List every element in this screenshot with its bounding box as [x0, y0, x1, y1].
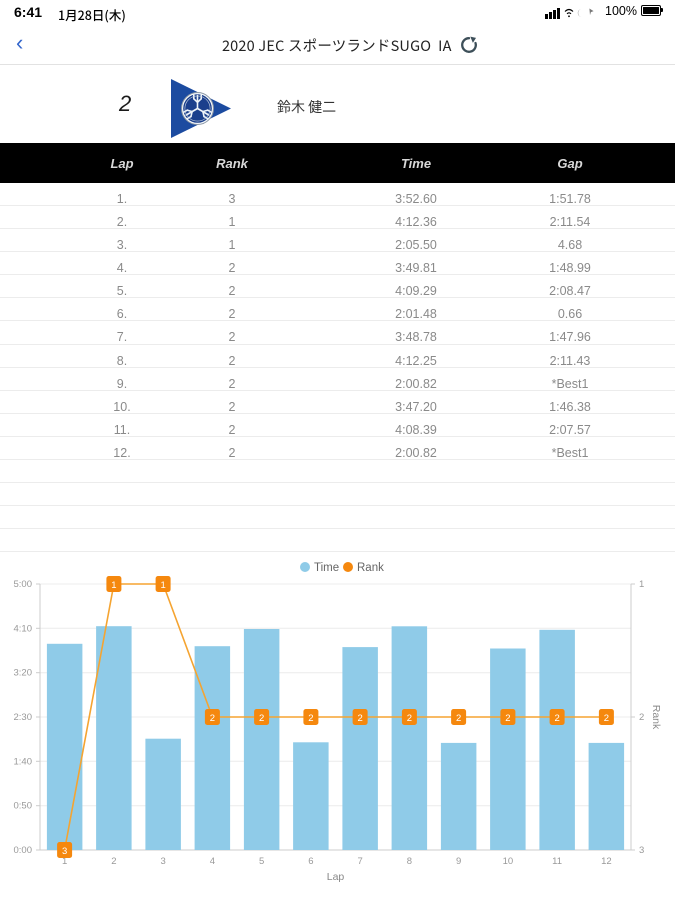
svg-text:2: 2	[259, 713, 264, 724]
svg-text:1: 1	[111, 580, 116, 591]
svg-text:Time: Time	[314, 562, 339, 574]
svg-text:0:00: 0:00	[14, 845, 33, 856]
svg-text:1: 1	[639, 579, 644, 590]
svg-text:2: 2	[111, 856, 116, 867]
svg-text:4:10: 4:10	[14, 623, 33, 634]
svg-text:1: 1	[160, 580, 165, 591]
svg-text:2: 2	[357, 713, 362, 724]
svg-text:5:00: 5:00	[14, 579, 33, 590]
svg-text:2: 2	[639, 712, 644, 723]
svg-text:Rank: Rank	[650, 705, 662, 730]
svg-text:5: 5	[259, 856, 264, 867]
svg-text:6: 6	[308, 856, 313, 867]
svg-text:2: 2	[407, 713, 412, 724]
svg-text:10: 10	[503, 856, 514, 867]
svg-text:Lap: Lap	[327, 871, 345, 883]
svg-text:2: 2	[505, 713, 510, 724]
svg-text:3:20: 3:20	[14, 668, 33, 679]
svg-text:3: 3	[160, 856, 165, 867]
svg-text:3: 3	[639, 845, 644, 856]
svg-text:8: 8	[407, 856, 412, 867]
svg-text:9: 9	[456, 856, 461, 867]
svg-text:0:50: 0:50	[14, 801, 33, 812]
svg-text:Rank: Rank	[357, 562, 384, 574]
svg-text:11: 11	[552, 856, 562, 867]
svg-text:2: 2	[210, 713, 215, 724]
svg-text:2: 2	[456, 713, 461, 724]
svg-text:2: 2	[604, 713, 609, 724]
svg-text:7: 7	[357, 856, 362, 867]
svg-text:12: 12	[601, 856, 612, 867]
svg-text:3: 3	[62, 846, 67, 857]
svg-text:2:30: 2:30	[14, 712, 33, 723]
svg-text:2: 2	[554, 713, 559, 724]
svg-text:4: 4	[210, 856, 215, 867]
svg-text:2: 2	[308, 713, 313, 724]
svg-text:1:40: 1:40	[14, 756, 33, 767]
